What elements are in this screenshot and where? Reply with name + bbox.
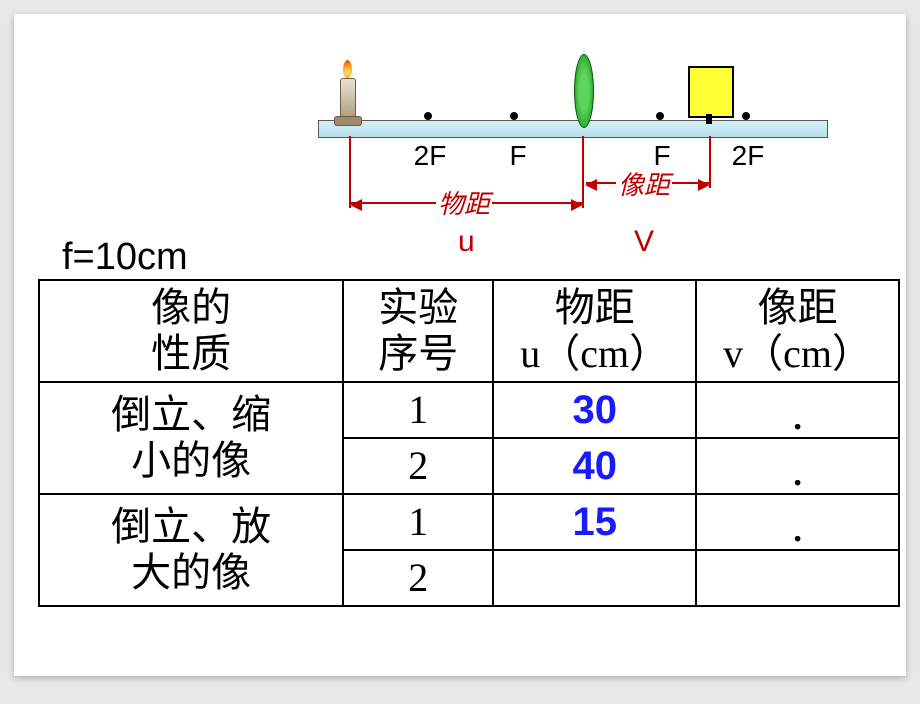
optical-bench-diagram: 2F F F 2F 物距 u 像距 V bbox=[318, 32, 838, 237]
focal-length-label: f=10cm bbox=[62, 236, 188, 279]
table-header-row: 像的 性质 实验 序号 物距 u（cm） 像距 v（cm） bbox=[39, 280, 899, 382]
bench-bar bbox=[318, 120, 828, 138]
image-distance-label: 像距 bbox=[616, 165, 672, 202]
cell-seq: 1 bbox=[343, 494, 493, 550]
u-symbol: u bbox=[458, 225, 475, 259]
cell-u: 30 bbox=[493, 382, 696, 438]
cell-property-g1: 倒立、缩 小的像 bbox=[39, 382, 343, 494]
slide-container: 2F F F 2F 物距 u 像距 V f=10cm 像的 性质 实验 bbox=[14, 14, 906, 676]
lens-icon bbox=[574, 54, 594, 128]
tick-2F-left bbox=[424, 112, 432, 120]
header-property: 像的 性质 bbox=[39, 280, 343, 382]
header-u: 物距 u（cm） bbox=[493, 280, 696, 382]
cell-seq: 2 bbox=[343, 438, 493, 494]
table-row: 倒立、缩 小的像 1 30 . bbox=[39, 382, 899, 438]
cell-seq: 2 bbox=[343, 550, 493, 606]
screen-icon bbox=[688, 66, 734, 118]
tick-label-2F-left: 2F bbox=[410, 140, 450, 172]
cell-property-g2: 倒立、放 大的像 bbox=[39, 494, 343, 606]
tick-label-F-left: F bbox=[498, 140, 538, 172]
cell-u: 40 bbox=[493, 438, 696, 494]
v-symbol: V bbox=[634, 225, 654, 259]
cell-seq: 1 bbox=[343, 382, 493, 438]
object-distance-label: 物距 bbox=[436, 184, 492, 221]
table-row: 倒立、放 大的像 1 15 . bbox=[39, 494, 899, 550]
cell-u bbox=[493, 550, 696, 606]
tick-F-right bbox=[656, 112, 664, 120]
cell-v: . bbox=[696, 494, 899, 550]
cell-v: . bbox=[696, 438, 899, 494]
candle-icon bbox=[334, 60, 362, 122]
header-v: 像距 v（cm） bbox=[696, 280, 899, 382]
tick-label-2F-right: 2F bbox=[728, 140, 768, 172]
cell-v bbox=[696, 550, 899, 606]
tick-2F-right bbox=[742, 112, 750, 120]
experiment-table: 像的 性质 实验 序号 物距 u（cm） 像距 v（cm） 倒立、缩 小的像 1 bbox=[38, 279, 900, 607]
cell-u: 15 bbox=[493, 494, 696, 550]
header-seq: 实验 序号 bbox=[343, 280, 493, 382]
cell-v: . bbox=[696, 382, 899, 438]
tick-F-left bbox=[510, 112, 518, 120]
